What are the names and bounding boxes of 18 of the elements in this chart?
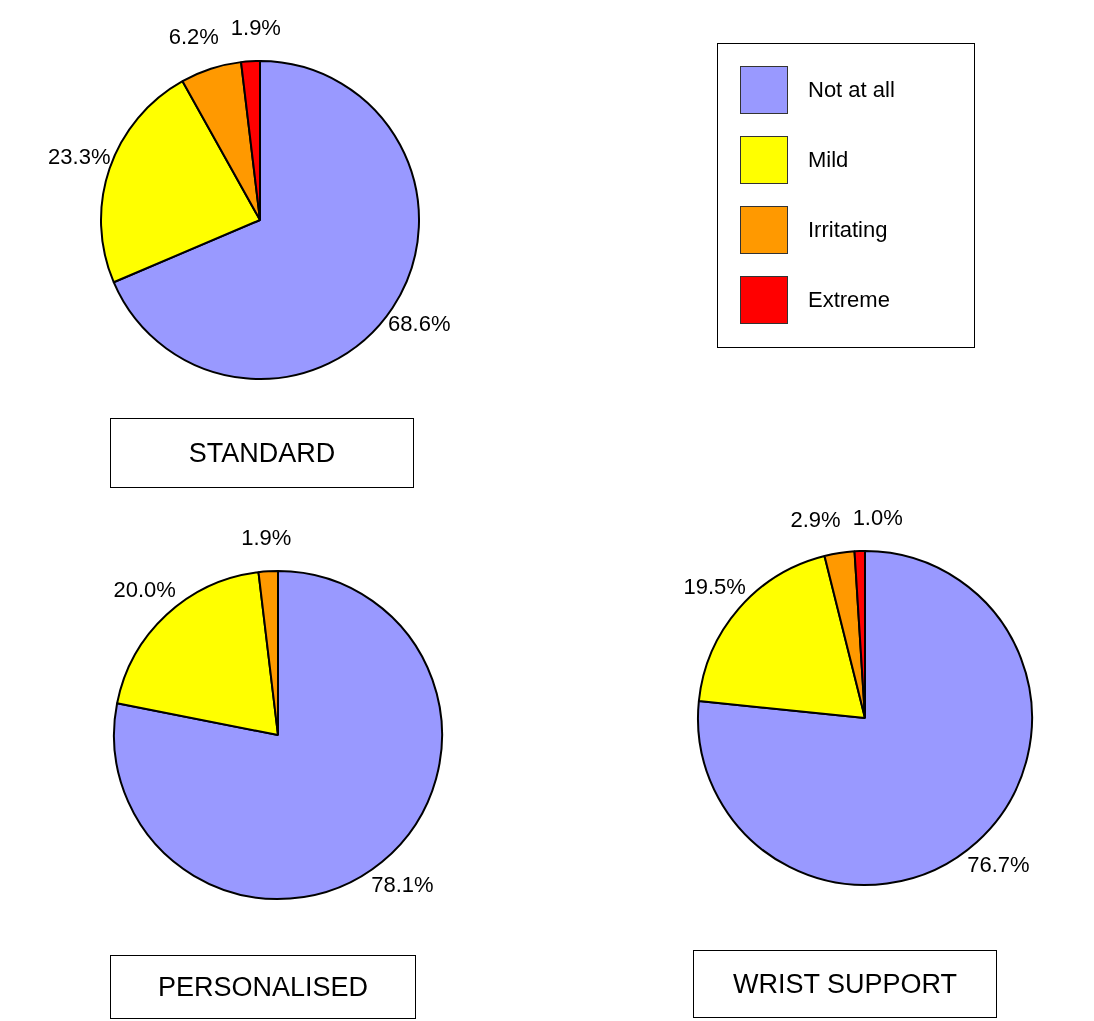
data-label: 19.5% [683, 573, 746, 599]
data-label: 1.9% [241, 525, 292, 551]
data-label: 20.0% [113, 577, 176, 603]
data-label: 1.9% [230, 15, 281, 41]
legend-label: Extreme [808, 287, 890, 313]
text: STANDARD [110, 418, 414, 488]
data-label: 1.0% [852, 505, 903, 531]
legend-label: Mild [808, 147, 849, 173]
data-label: 23.3% [48, 144, 111, 170]
data-label: 68.6% [388, 311, 451, 337]
data-label: 76.7% [967, 851, 1030, 877]
legend-label: Not at all [808, 77, 895, 103]
data-label: 6.2% [168, 24, 219, 50]
data-label: 2.9% [790, 507, 841, 533]
legend-label: Irritating [808, 217, 888, 243]
text: WRIST SUPPORT [693, 950, 997, 1018]
text: PERSONALISED [110, 955, 416, 1019]
data-label: 78.1% [371, 872, 434, 898]
